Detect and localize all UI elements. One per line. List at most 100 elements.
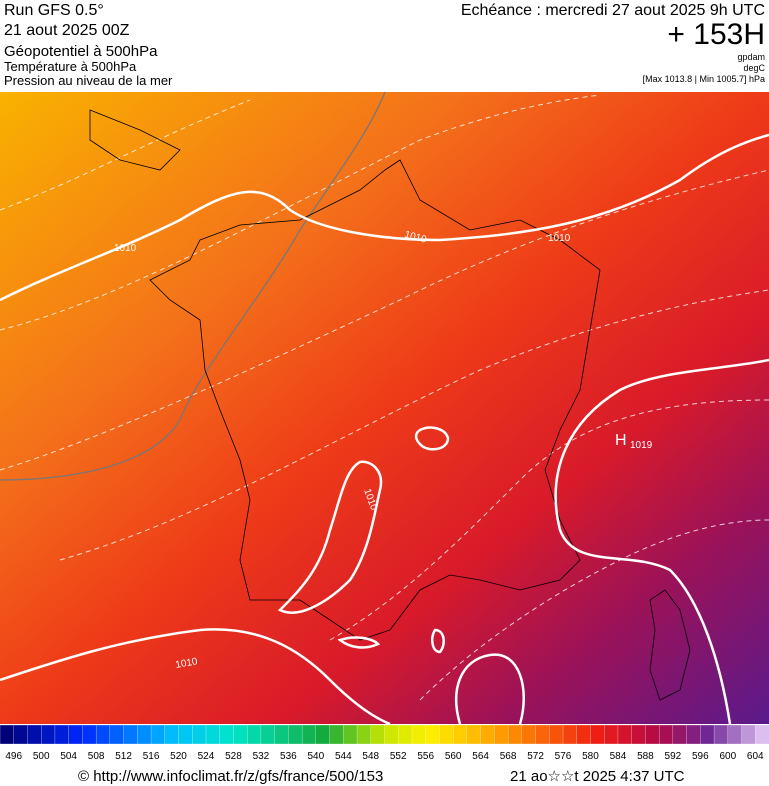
- scale-swatch: [164, 724, 180, 745]
- scale-swatch: [150, 724, 166, 745]
- scale-label: 548: [362, 751, 379, 762]
- scale-swatch: [274, 724, 290, 745]
- scale-swatch: [686, 724, 701, 745]
- scale-label: 528: [225, 751, 242, 762]
- scale-swatch: [205, 724, 221, 745]
- scale-swatch: [219, 724, 235, 745]
- scale-swatch: [713, 724, 729, 745]
- scale-swatch: [439, 724, 454, 745]
- scale-swatch: [727, 724, 743, 745]
- run: Run GFS 0.5°: [4, 2, 104, 19]
- scale-swatch: [247, 724, 262, 745]
- footer-url: © http://www.infoclimat.fr/z/gfs/france/…: [78, 768, 383, 785]
- scale-label: 556: [417, 751, 434, 762]
- scale-label: 540: [307, 751, 324, 762]
- scale-swatch: [384, 724, 399, 745]
- scale-swatch: [82, 724, 97, 745]
- color-scale: 496 500 504 508 512 516 520 524 528 532 536 540 544 5…: [0, 724, 769, 762]
- geopotential-contour: [0, 91, 386, 481]
- scale-swatch: [466, 724, 482, 745]
- unit: gpdam: [737, 52, 765, 62]
- scale-swatch: [755, 724, 769, 745]
- scale-label: 600: [719, 751, 736, 762]
- scale-label: 588: [637, 751, 654, 762]
- scale-label: 572: [527, 751, 544, 762]
- scale-swatch: [301, 724, 317, 745]
- high-symbol: H: [615, 432, 627, 449]
- unit: degC: [743, 63, 765, 73]
- scale-swatch: [54, 724, 70, 745]
- lead-time: + 153H: [667, 18, 765, 51]
- scale-swatch: [41, 724, 56, 745]
- scale-swatch: [658, 724, 674, 745]
- scale-label: 568: [500, 751, 517, 762]
- isobars: [0, 133, 769, 726]
- scale-swatch: [741, 724, 756, 745]
- scale-swatch: [13, 724, 29, 745]
- scale-label: 604: [747, 751, 764, 762]
- scale-swatch: [137, 724, 152, 745]
- scale-swatch: [590, 724, 605, 745]
- scale-swatch: [425, 724, 441, 745]
- scale-label: 580: [582, 751, 599, 762]
- scale-swatch: [398, 724, 413, 745]
- scale-label: 508: [88, 751, 105, 762]
- scale-label: 552: [390, 751, 407, 762]
- scale-label: 564: [472, 751, 489, 762]
- footer-timestamp: 21 ao☆☆t 2025 4:37 UTC: [510, 768, 685, 785]
- high-value: 1019: [630, 440, 653, 451]
- scale-swatch: [27, 724, 42, 745]
- scale-label: 596: [692, 751, 709, 762]
- scale-swatch: [672, 724, 688, 745]
- scale-swatch: [700, 724, 715, 745]
- valid-time: Echéance : mercredi 27 aout 2025 9h UTC: [461, 2, 765, 19]
- scale-swatch: [356, 724, 372, 745]
- scale-swatch: [535, 724, 550, 745]
- field: Pression au niveau de la mer: [4, 73, 173, 88]
- scale-label: 560: [445, 751, 462, 762]
- scale-swatch: [604, 724, 619, 745]
- contour-label: 1010: [175, 656, 199, 671]
- scale-swatch: [617, 724, 633, 745]
- scale-swatch: [178, 724, 193, 745]
- unit: [Max 1013.8 | Min 1005.7] hPa: [643, 74, 765, 84]
- scale-swatch: [494, 724, 509, 745]
- scale-label: 520: [170, 751, 187, 762]
- field: Température à 500hPa: [4, 59, 137, 74]
- scale-swatch: [233, 724, 248, 745]
- scale-swatch: [192, 724, 207, 745]
- scale-label: 524: [198, 751, 215, 762]
- map-field: [0, 92, 769, 724]
- contour-label: 1010: [548, 233, 571, 244]
- scale-label: 496: [5, 751, 22, 762]
- scale-swatch: [0, 724, 15, 745]
- scale-swatch: [645, 724, 660, 745]
- scale-swatch: [315, 724, 331, 745]
- scale-swatch: [123, 724, 138, 745]
- scale-label: 500: [33, 751, 50, 762]
- scale-label: 584: [610, 751, 627, 762]
- scale-swatch: [576, 724, 592, 745]
- scale-label: 592: [665, 751, 682, 762]
- scale-swatch: [288, 724, 303, 745]
- scale-swatch: [453, 724, 468, 745]
- coastline: [89, 109, 691, 701]
- scale-swatch: [562, 724, 578, 745]
- scale-swatch: [68, 724, 84, 745]
- scale-swatch: [480, 724, 496, 745]
- scale-label: 512: [115, 751, 132, 762]
- scale-label: 576: [555, 751, 572, 762]
- scale-label: 516: [143, 751, 160, 762]
- scale-swatch: [549, 724, 564, 745]
- scale-swatch: [95, 724, 111, 745]
- scale-label: 532: [253, 751, 270, 762]
- scale-swatch: [521, 724, 537, 745]
- scale-swatch: [260, 724, 276, 745]
- run-date: 21 aout 2025 00Z: [4, 22, 130, 39]
- scale-swatch: [343, 724, 358, 745]
- scale-label: 504: [60, 751, 77, 762]
- scale-label: 544: [335, 751, 352, 762]
- field: Géopotentiel à 500hPa: [4, 43, 158, 60]
- scale-swatch: [631, 724, 647, 745]
